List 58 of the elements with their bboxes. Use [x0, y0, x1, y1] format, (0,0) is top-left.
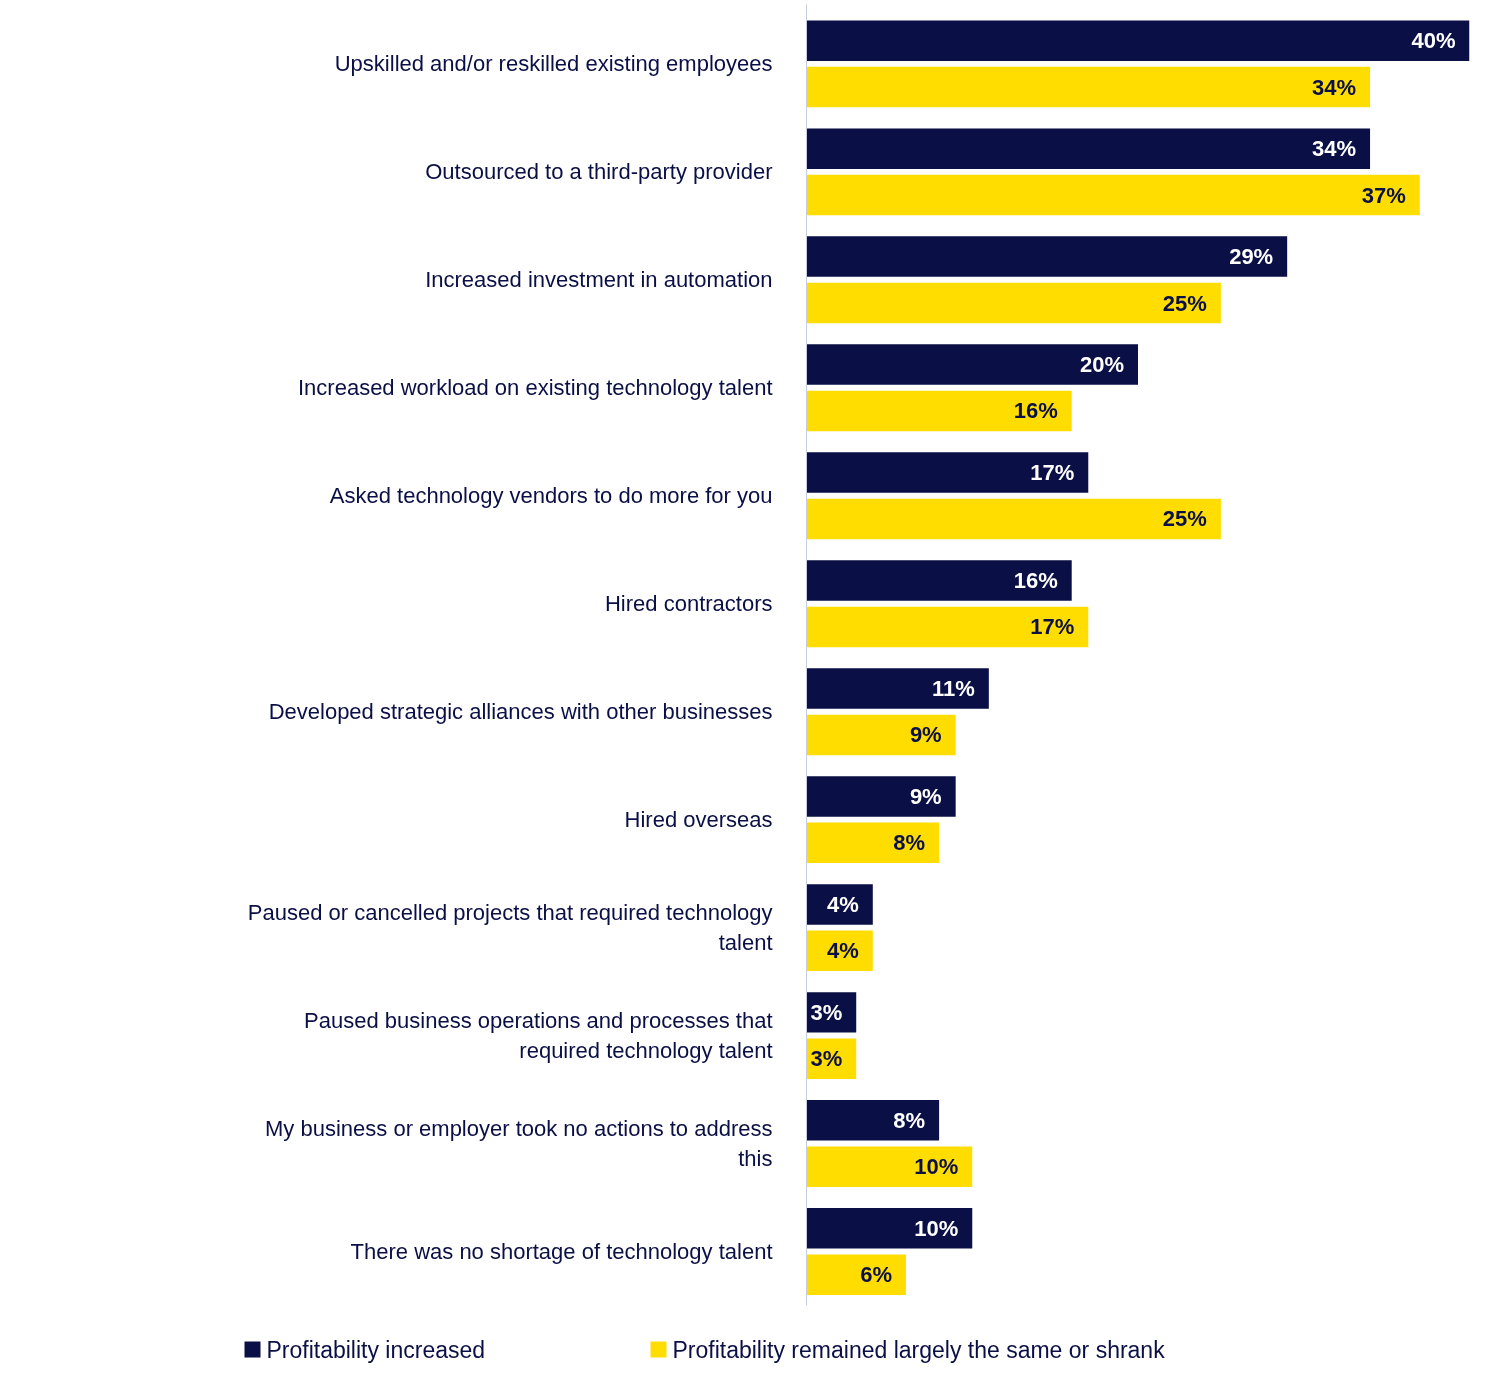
y-tick-label: Paused or cancelled projects that required technology talent [247, 900, 773, 956]
data-label: 17% [1030, 614, 1075, 640]
data-label: 3% [810, 1046, 843, 1072]
y-tick-label: There was no shortage of technology talent [350, 1239, 773, 1265]
y-tick-label: Increased investment in automation [425, 267, 773, 293]
y-tick-label: Hired overseas [624, 807, 773, 833]
y-tick-label: Developed strategic alliances with other businesses [268, 699, 773, 725]
data-label: 11% [932, 675, 975, 701]
data-label: 16% [1013, 398, 1058, 424]
y-tick-label: My business or employer took no actions to address this [265, 1116, 773, 1172]
data-label: 40% [1411, 28, 1456, 54]
data-label: 6% [860, 1262, 892, 1288]
data-label: 8% [893, 830, 926, 856]
y-tick-label: Asked technology vendors to do more for you [329, 483, 773, 509]
data-label: 20% [1079, 352, 1125, 378]
bar [806, 452, 1089, 493]
bar [806, 282, 1221, 324]
data-label: 9% [909, 783, 942, 809]
bar [806, 714, 956, 756]
data-label: 17% [1030, 460, 1075, 486]
bar [806, 20, 1470, 61]
bar [806, 344, 1138, 385]
data-label: 29% [1229, 244, 1274, 270]
y-tick-label: Upskilled and/or reskilled existing employees [334, 51, 773, 77]
data-label: 10% [914, 1154, 959, 1180]
y-tick-label: Hired contractors [605, 591, 773, 617]
bar [806, 668, 989, 709]
bar [806, 174, 1420, 216]
bar [806, 1146, 973, 1188]
bar [806, 560, 1072, 601]
legend-label: Profitability increased [266, 1336, 486, 1363]
data-label: 8% [893, 1107, 926, 1133]
bar [806, 1254, 906, 1295]
y-tick-label: Outsourced to a third-party provider [425, 159, 773, 185]
data-label: 16% [1013, 568, 1058, 593]
data-label: 4% [827, 891, 859, 917]
bar [806, 498, 1221, 540]
y-tick-label: Increased workload on existing technology talent [297, 375, 773, 401]
data-label: 4% [827, 938, 859, 964]
bar [806, 606, 1089, 648]
data-label: 3% [810, 999, 843, 1025]
bar [806, 776, 956, 817]
bar [806, 236, 1288, 277]
bar [806, 822, 940, 864]
data-label: 37% [1361, 182, 1406, 208]
bar [806, 1208, 973, 1249]
data-label: 10% [914, 1215, 959, 1241]
legend-label: Profitability remained largely the same or shrank [672, 1336, 1166, 1363]
y-tick-label: Paused business operations and processes that required technology talent [304, 1008, 773, 1064]
data-label: 34% [1312, 74, 1357, 100]
data-label: 34% [1312, 136, 1357, 162]
data-label: 25% [1162, 290, 1207, 316]
bar [806, 128, 1371, 169]
data-label: 25% [1162, 506, 1207, 532]
bar [806, 390, 1072, 432]
bar [806, 1100, 940, 1141]
bar [806, 66, 1371, 108]
data-label: 9% [909, 722, 942, 748]
